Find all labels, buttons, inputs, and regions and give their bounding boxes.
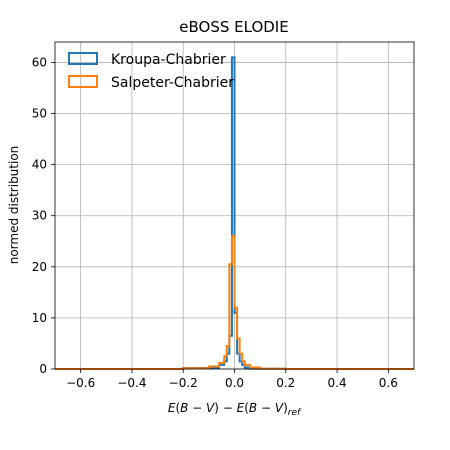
- x-tick-label: 0.6: [379, 376, 398, 390]
- y-tick-label: 50: [32, 107, 47, 121]
- legend: Kroupa-Chabrier Salpeter-Chabrier: [68, 52, 234, 91]
- y-tick-label: 60: [32, 55, 47, 69]
- y-tick-label: 40: [32, 158, 47, 172]
- y-tick-label: 0: [39, 362, 47, 376]
- series-1-step-outline: [55, 235, 414, 370]
- y-axis-label: normed distribution: [7, 146, 21, 265]
- chart-title: eBOSS ELODIE: [179, 18, 288, 36]
- y-tick-label: 20: [32, 260, 47, 274]
- x-tick-label: −0.2: [169, 376, 198, 390]
- axis-ticks: −0.6 −0.4 −0.2 0.0 0.2 0.4 0.6 0 10 20 30 40 50 60: [32, 55, 398, 390]
- x-tick-label: 0.0: [225, 376, 244, 390]
- series-0-step-outline: [55, 56, 414, 370]
- y-tick-label: 30: [32, 209, 47, 223]
- x-tick-label: −0.4: [117, 376, 146, 390]
- x-tick-label: 0.2: [276, 376, 295, 390]
- histogram-series: [55, 56, 414, 370]
- x-axis-label: E(B − V) − E(B − V)ref: [168, 401, 302, 418]
- y-tick-label: 10: [32, 311, 47, 325]
- legend-label-0: Kroupa-Chabrier: [111, 52, 226, 68]
- x-tick-label: −0.6: [66, 376, 95, 390]
- legend-swatch-1: [68, 75, 98, 88]
- legend-label-1: Salpeter-Chabrier: [111, 75, 234, 91]
- legend-swatch-0: [68, 52, 98, 65]
- x-tick-label: 0.4: [328, 376, 347, 390]
